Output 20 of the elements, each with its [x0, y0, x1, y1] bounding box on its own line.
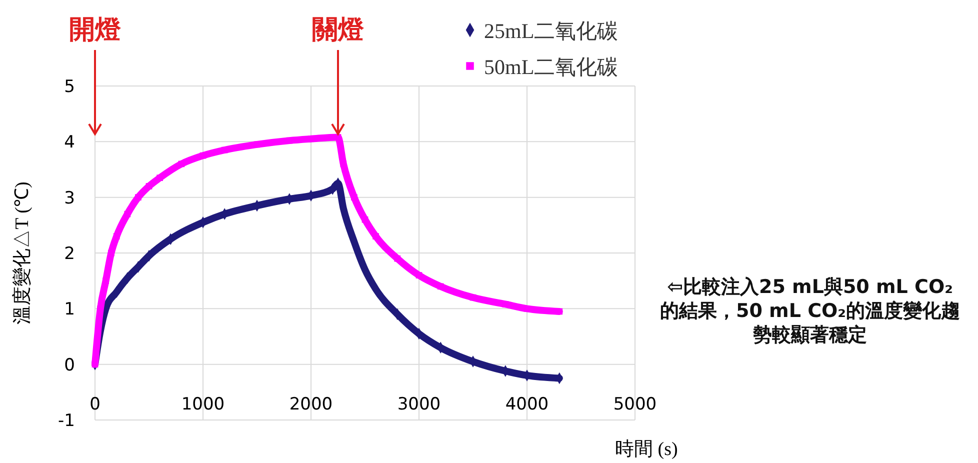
legend-label: 25mL二氧化碳 [484, 19, 618, 43]
y-tick-label: 0 [64, 355, 75, 376]
ref-line-label: 關燈 [312, 15, 365, 45]
x-tick-label: 1000 [181, 394, 225, 414]
y-tick-label: 2 [64, 244, 75, 264]
text: ⇦比較注入25 mL與50 mL CO₂的結果，50 mL CO₂的溫度變化趨勢較顯著穩定 [660, 275, 960, 347]
y-tick-label: 3 [64, 188, 75, 208]
y-tick-label: 5 [64, 77, 75, 97]
x-tick-label: 2000 [289, 394, 333, 414]
y-tick-label: -1 [58, 411, 75, 431]
x-tick-label: 0 [90, 394, 100, 414]
legend-label: 50mL二氧化碳 [484, 55, 618, 79]
x-axis-title: 時間 (s) [615, 439, 678, 460]
y-tick-label: 4 [64, 132, 75, 153]
y-tick-label: 1 [64, 300, 75, 320]
ref-line-label: 開燈 [69, 15, 122, 45]
x-tick-label: 3000 [397, 394, 441, 414]
x-tick-label: 5000 [613, 394, 657, 414]
y-axis-title: 溫度變化△T (℃) [11, 182, 33, 324]
x-tick-label: 4000 [505, 394, 549, 414]
